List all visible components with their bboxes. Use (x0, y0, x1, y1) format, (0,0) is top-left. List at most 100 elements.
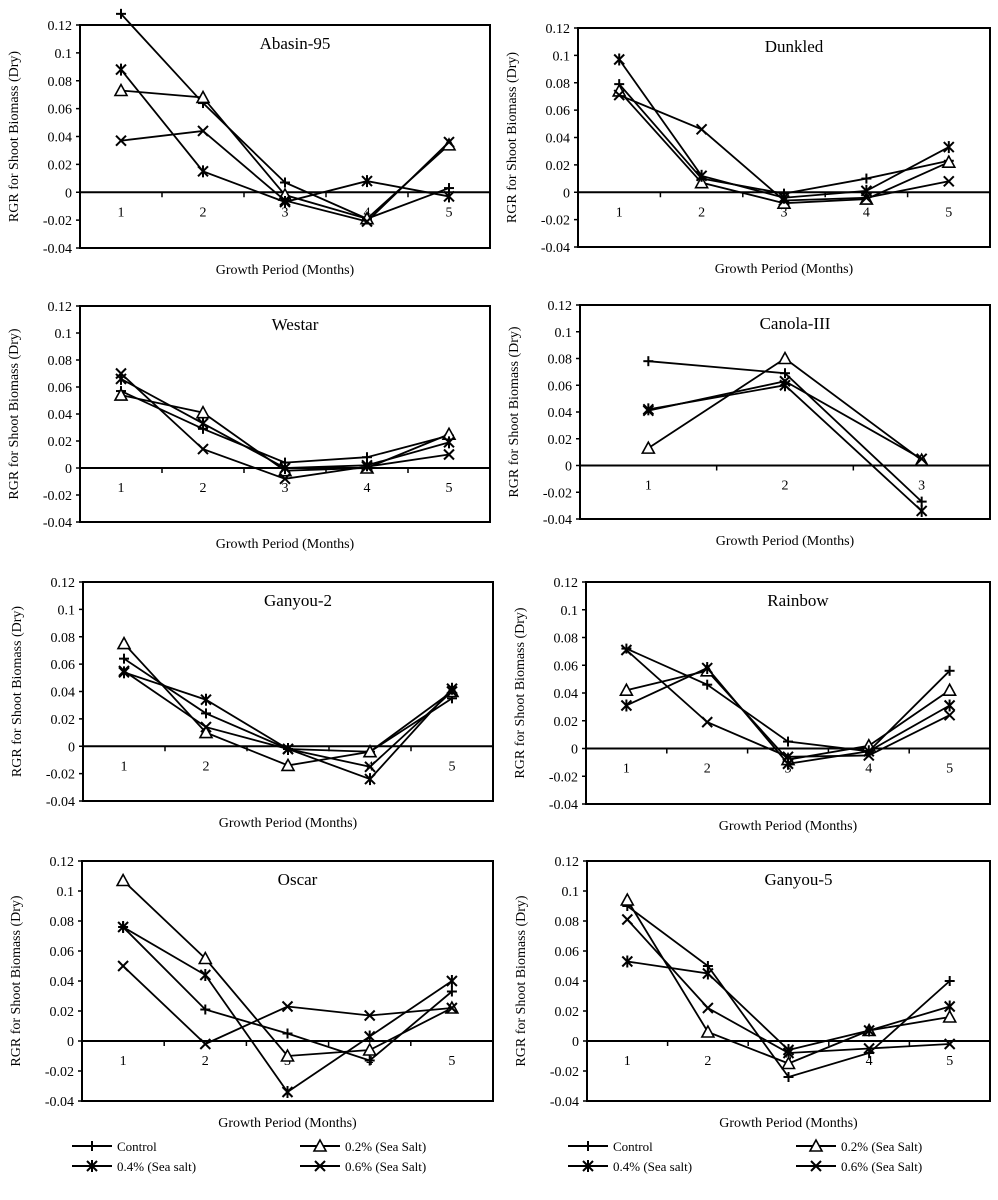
panel-rainbow: 0.120.10.080.060.040.020-0.02-0.041 2 3 4 5R… (513, 576, 991, 834)
data-point-x (860, 192, 873, 204)
y-tick-label: -0.02 (43, 489, 72, 504)
y-tick-label: 0.02 (48, 435, 73, 450)
y-tick-label: 0.04 (51, 686, 76, 701)
data-point-x (642, 404, 655, 417)
x-tick-label: 4 (364, 481, 371, 496)
panel-title: Ganyou-2 (264, 591, 332, 610)
data-point-triangle (280, 757, 296, 772)
x-tick-label: 2 (203, 759, 210, 774)
x-tick-label: 2 (200, 205, 207, 220)
x-tick-label: 5 (448, 1054, 455, 1069)
y-tick-label: -0.04 (46, 795, 75, 810)
data-point-triangle (700, 1024, 716, 1038)
y-tick-label: 0.06 (554, 659, 579, 674)
data-point-triangle (941, 154, 957, 168)
x-tick-label: 5 (946, 762, 953, 777)
y-tick-label: 0.12 (51, 576, 76, 591)
data-point-x (621, 913, 634, 926)
data-point-triangle (197, 950, 213, 965)
y-tick-label: 0.12 (554, 576, 579, 591)
y-tick-label: 0.1 (55, 327, 73, 342)
y-tick-label: -0.04 (549, 798, 578, 813)
y-tick-label: 0.06 (546, 104, 571, 119)
y-tick-label: 0.04 (546, 132, 571, 147)
data-point-x (915, 453, 928, 465)
legend-item: 0.6% (Sea Salt) (300, 1159, 426, 1174)
y-tick-label: 0 (571, 743, 578, 758)
y-tick-label: 0 (67, 1035, 74, 1050)
data-point-asterisk (443, 190, 455, 203)
data-point-x (943, 709, 956, 721)
panel-ganyou-5: 0.120.10.080.060.040.020-0.02-0.0412345G… (514, 855, 991, 1131)
legend-item: 0.2% (Sea Salt) (300, 1138, 426, 1154)
data-point-x (199, 1038, 212, 1050)
y-tick-label: 0.1 (55, 47, 73, 62)
y-tick-label: 0.06 (48, 103, 73, 118)
y-tick-label: 0.04 (50, 975, 75, 990)
x-axis-title: Growth Period (Months) (216, 263, 355, 278)
x-tick-label: 1 (118, 481, 125, 496)
data-point-plus (702, 679, 713, 690)
series-line (626, 647, 951, 753)
y-axis-title: RGR for Shoot Biomass (Dry) (10, 606, 25, 777)
data-point-x (613, 89, 625, 101)
data-point-asterisk (199, 969, 212, 981)
legend-marker-asterisk (86, 1160, 98, 1172)
y-tick-label: 0.12 (50, 855, 75, 870)
series-asterisk (613, 53, 955, 204)
y-tick-label: 0.06 (51, 658, 76, 673)
series-x (115, 367, 455, 485)
data-point-x (443, 448, 455, 461)
data-point-asterisk (943, 699, 956, 712)
data-point-x (279, 194, 291, 207)
data-point-triangle (640, 440, 656, 454)
x-tick-label: 2 (704, 1054, 711, 1069)
data-point-x (779, 375, 791, 387)
data-point-x (446, 1002, 458, 1014)
x-tick-label: 1 (118, 205, 125, 220)
y-tick-label: 0.08 (51, 631, 76, 646)
x-axis-title: Growth Period (Months) (218, 1116, 357, 1131)
y-tick-label: -0.04 (541, 241, 570, 256)
y-tick-label: 0.08 (48, 354, 73, 369)
data-point-triangle (777, 350, 793, 365)
series-asterisk (117, 921, 458, 1098)
legend-label: Control (117, 1139, 157, 1154)
legend: Control 0.2% (Sea Salt) 0.4% (Sea salt) 0.6… (72, 1138, 426, 1174)
y-tick-label: -0.04 (45, 1095, 74, 1110)
data-point-asterisk (443, 436, 455, 449)
panel-title: Abasin-95 (260, 34, 331, 53)
y-tick-label: -0.04 (543, 513, 572, 528)
panel-title: Ganyou-5 (765, 870, 833, 889)
x-tick-label: 3 (918, 479, 925, 494)
data-point-asterisk (115, 63, 127, 76)
data-point-asterisk (695, 169, 708, 182)
data-point-plus (944, 665, 955, 676)
data-point-x (361, 215, 373, 228)
x-axis-title: Growth Period (Months) (715, 262, 854, 277)
y-axis-title: RGR for Shoot Biomass (Dry) (514, 895, 529, 1066)
series-asterisk (621, 955, 956, 1056)
data-point-asterisk (943, 1000, 956, 1013)
panel-abasin-95: 0.120.10.080.060.040.020-0.02-0.0412345A… (7, 8, 491, 278)
y-tick-label: 0.08 (50, 915, 75, 930)
legend-item: 0.4% (Sea salt) (568, 1159, 692, 1174)
y-tick-label: 0.1 (555, 326, 573, 341)
x-axis-title: Growth Period (Months) (716, 534, 855, 549)
data-point-asterisk (863, 1024, 875, 1037)
y-axis-title: RGR for Shoot Biomass (Dry) (505, 52, 520, 223)
data-point-x (863, 749, 875, 762)
data-point-triangle (195, 89, 211, 104)
x-tick-label: 1 (616, 205, 623, 220)
series-triangle (115, 872, 460, 1062)
data-point-asterisk (621, 955, 634, 968)
y-tick-label: 0.02 (51, 713, 76, 728)
data-point-plus (200, 1004, 211, 1015)
data-point-asterisk (197, 165, 209, 178)
data-point-asterisk (943, 141, 955, 154)
series-asterisk (642, 379, 928, 517)
panel-title: Rainbow (767, 591, 829, 610)
series-plus (621, 643, 955, 757)
y-tick-label: 0.1 (562, 885, 580, 900)
